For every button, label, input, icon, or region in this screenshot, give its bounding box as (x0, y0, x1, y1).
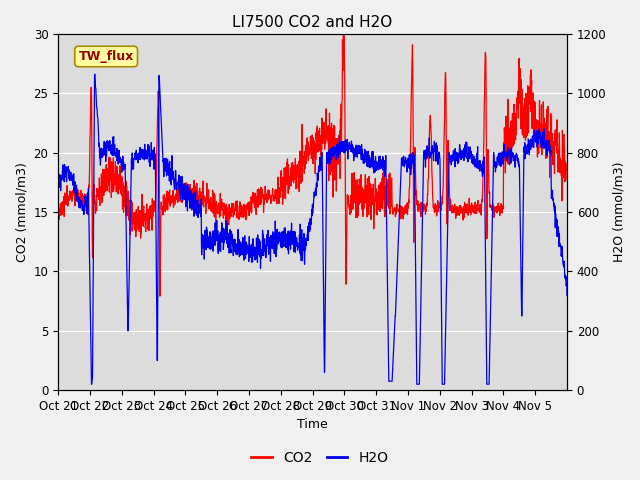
X-axis label: Time: Time (297, 419, 328, 432)
Y-axis label: CO2 (mmol/m3): CO2 (mmol/m3) (15, 162, 28, 262)
Text: TW_flux: TW_flux (79, 50, 134, 63)
Y-axis label: H2O (mmol/m3): H2O (mmol/m3) (612, 162, 625, 262)
Legend: CO2, H2O: CO2, H2O (246, 445, 394, 471)
Title: LI7500 CO2 and H2O: LI7500 CO2 and H2O (232, 15, 393, 30)
